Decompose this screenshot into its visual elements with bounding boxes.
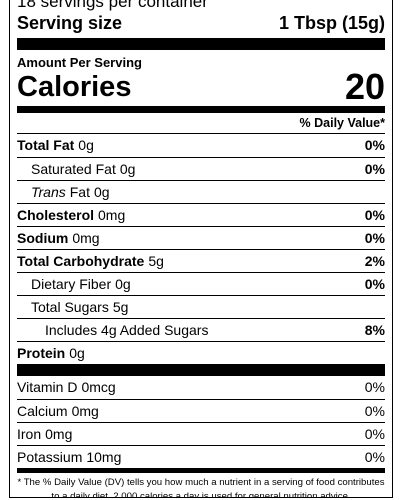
nutrient-name: Dietary Fiber [31, 276, 112, 292]
vitamin-amount: 0mg [71, 403, 99, 419]
serving-size-label: Serving size [17, 12, 123, 33]
nutrient-row: Protein 0g [17, 341, 385, 364]
vitamin-name: Vitamin D [17, 379, 78, 395]
calories-row: Calories 20 [17, 66, 385, 107]
servings: 18 servings per container [17, 0, 208, 11]
nutrient-row: Trans Fat 0g [17, 180, 385, 203]
nutrient-amount: 0g [78, 137, 94, 153]
nutrient-row: Sodium 0mg 0% [17, 226, 385, 249]
serving-size-value: 1 Tbsp (15g) [278, 12, 385, 33]
nutrient-name: Includes 4g Added Sugars [45, 322, 209, 338]
divider [17, 468, 385, 473]
vitamin-row: Vitamin D 0mcg 0% [17, 376, 385, 399]
nutrient-amount: 0mg [72, 230, 100, 246]
nutrient-dv: 0% [364, 137, 385, 153]
nutrient-dv: 8% [364, 322, 385, 338]
nutrient-dv: 0% [364, 207, 385, 223]
nutrient-amount: 0mg [98, 207, 126, 223]
nutrient-row: Cholesterol 0mg 0% [17, 203, 385, 226]
nutrient-name: Trans [31, 184, 66, 200]
nutrient-name: Protein [17, 345, 66, 361]
daily-value-header: % Daily Value* [17, 113, 385, 134]
nutrient-row: Total Fat 0g 0% [17, 134, 385, 157]
nutrient-row: Total Sugars 5g [17, 295, 385, 318]
vitamin-amount: 0mcg [81, 379, 116, 395]
vitamin-row: Potassium 10mg 0% [17, 445, 385, 468]
vitamin-row: Iron 0mg 0% [17, 422, 385, 445]
vitamin-name: Potassium [17, 449, 83, 465]
nutrient-name-rest: Fat [69, 184, 90, 200]
nutrient-dv: 0% [364, 161, 385, 177]
vitamin-amount: 10mg [86, 449, 122, 465]
vitamin-name: Iron [17, 426, 42, 442]
nutrient-dv: 0% [364, 276, 385, 292]
nutrient-row: Dietary Fiber 0g 0% [17, 272, 385, 295]
nutrient-amount: 0g [115, 276, 131, 292]
nutrient-dv: 0% [364, 230, 385, 246]
nutrient-name: Total Carbohydrate [17, 253, 145, 269]
nutrient-amount: 0g [93, 184, 110, 200]
divider [17, 106, 385, 113]
nutrient-name: Saturated Fat [31, 161, 116, 177]
footnote: * The % Daily Value (DV) tells you how m… [17, 477, 385, 498]
vitamin-amount: 0mg [45, 426, 73, 442]
divider [17, 38, 385, 50]
nutrient-amount: 5g [112, 299, 129, 315]
calories-label: Calories [17, 70, 132, 103]
nutrient-row: Includes 4g Added Sugars 8% [17, 318, 385, 341]
divider [17, 364, 385, 376]
nutrient-dv: 2% [364, 253, 385, 269]
nutrient-name: Cholesterol [17, 207, 95, 223]
nutrient-amount: 0g [119, 161, 136, 177]
nutrient-name: Sodium [17, 230, 69, 246]
nutrient-row: Saturated Fat 0g 0% [17, 157, 385, 180]
vitamin-dv: 0% [364, 403, 385, 419]
nutrient-amount: 0g [69, 345, 85, 361]
serving-size-row: Serving size 1 Tbsp (15g) [17, 12, 385, 34]
vitamin-name: Calcium [17, 403, 68, 419]
nutrition-label: 18 servings per container Serving size 1… [9, 0, 393, 498]
vitamin-dv: 0% [364, 426, 385, 442]
vitamin-dv: 0% [364, 379, 385, 395]
calories-value: 20 [344, 66, 385, 107]
nutrient-row: Total Carbohydrate 5g 2% [17, 249, 385, 272]
amount-per-serving: Amount Per Serving [17, 55, 142, 70]
vitamin-row: Calcium 0mg 0% [17, 399, 385, 422]
vitamin-dv: 0% [364, 449, 385, 465]
nutrient-name: Total Fat [17, 137, 75, 153]
nutrient-amount: 5g [148, 253, 164, 269]
nutrient-name: Total Sugars [31, 299, 109, 315]
